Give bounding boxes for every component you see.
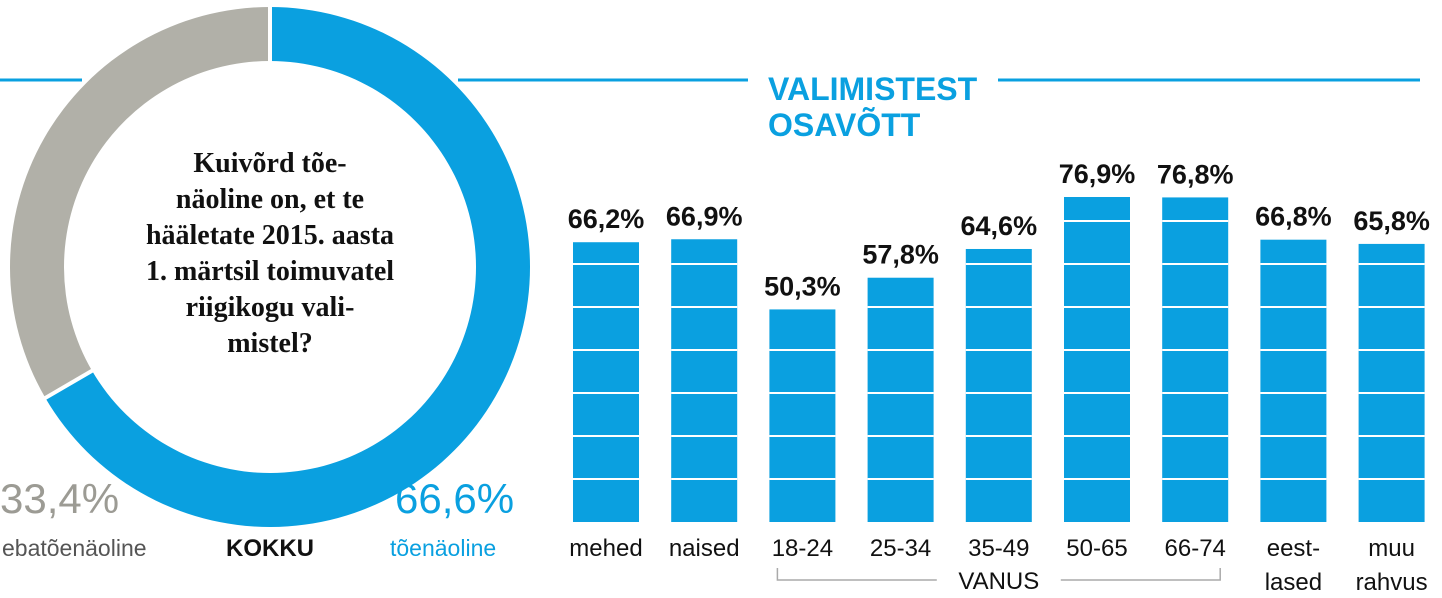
- bar: [867, 277, 934, 522]
- category-label: naised: [669, 535, 740, 562]
- bar-value-label: 50,3%: [764, 271, 841, 301]
- bar: [965, 248, 1032, 522]
- category-label: 35-49: [968, 535, 1029, 562]
- unlikely-label: ebatõenäoline: [2, 535, 147, 561]
- bar-value-label: 66,2%: [568, 204, 645, 234]
- age-group-label: VANUS: [958, 568, 1039, 595]
- category-label: eest-: [1267, 535, 1320, 562]
- category-label: rahvus: [1356, 569, 1428, 596]
- chart-title-line: OSAVÕTT: [768, 107, 921, 143]
- bar-value-label: 65,8%: [1353, 206, 1430, 236]
- category-label: 50-65: [1066, 535, 1127, 562]
- donut-question-line: riigikogu vali-: [186, 292, 355, 323]
- age-bracket-left: [776, 568, 937, 581]
- age-bracket-right: [1060, 568, 1221, 581]
- bar: [573, 242, 639, 522]
- total-label: KOKKU: [226, 535, 314, 562]
- bar: [1064, 197, 1130, 522]
- bar-value-label: 76,8%: [1157, 159, 1234, 189]
- donut-question-line: hääletate 2015. aasta: [146, 220, 394, 251]
- donut-question-line: näoline on, et te: [176, 184, 364, 215]
- category-label: 25-34: [870, 535, 931, 562]
- donut-slice-unlikely: [10, 7, 270, 398]
- donut-separator-bottom: [42, 368, 95, 401]
- bar-value-label: 64,6%: [961, 211, 1038, 241]
- likely-label: tõenäoline: [390, 535, 496, 561]
- donut-question-line: mistel?: [227, 328, 313, 359]
- bar: [769, 309, 836, 522]
- category-label: lased: [1265, 569, 1322, 596]
- unlikely-percent: 33,4%: [0, 475, 119, 522]
- donut-question-line: 1. märtsil toimuvatel: [146, 256, 394, 287]
- category-label: muu: [1368, 535, 1415, 562]
- category-label: 66-74: [1165, 535, 1226, 562]
- bar-value-label: 66,9%: [666, 201, 743, 231]
- likely-percent: 66,6%: [395, 475, 514, 522]
- bar-value-label: 57,8%: [862, 240, 939, 270]
- donut-question-line: Kuivõrd tõe-: [193, 148, 346, 179]
- bar: [1260, 239, 1327, 522]
- bar-value-label: 76,9%: [1059, 159, 1136, 189]
- category-label: 18-24: [772, 535, 833, 562]
- chart-title-line: VALIMISTEST: [768, 71, 978, 107]
- category-label: mehed: [569, 535, 642, 562]
- bar: [1162, 197, 1229, 523]
- bar: [671, 239, 738, 522]
- bar: [1358, 243, 1425, 523]
- bar-value-label: 66,8%: [1255, 202, 1332, 232]
